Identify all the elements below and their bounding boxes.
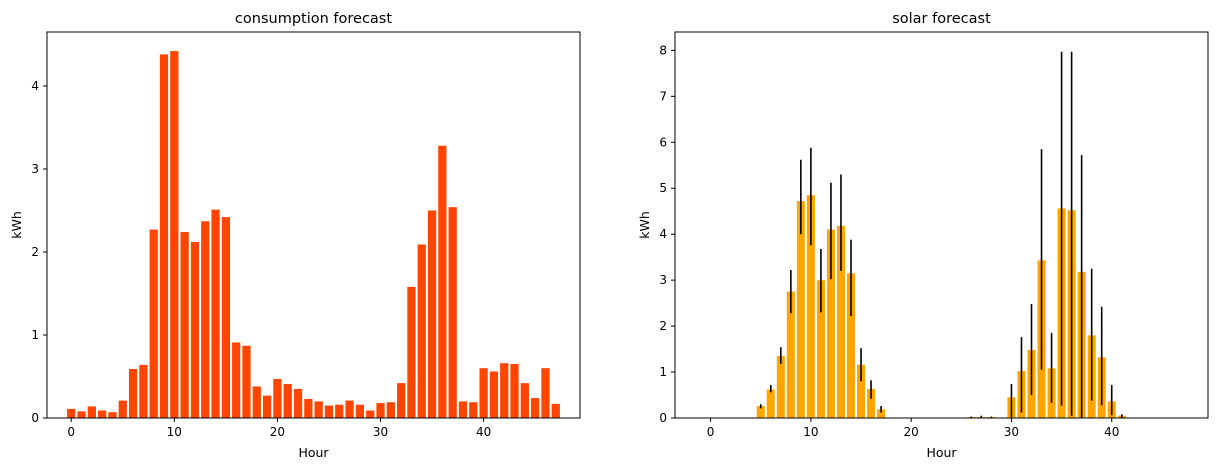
chart-1-bar <box>118 400 127 418</box>
chart-2-y-tick-label: 4 <box>659 227 667 241</box>
chart-1-bar <box>417 244 426 418</box>
chart-1-bar <box>159 54 169 418</box>
chart-1-bar <box>376 403 385 418</box>
chart-1-bar <box>98 410 107 418</box>
chart-2-bar <box>756 406 765 418</box>
chart-1-bar <box>314 401 323 418</box>
chart-2-y-tick-label: 0 <box>659 411 667 425</box>
chart-1-bar <box>510 364 519 418</box>
chart-2-bar <box>806 195 815 418</box>
chart-1-y-tick-label: 0 <box>31 411 39 425</box>
chart-1-title: consumption forecast <box>235 11 392 27</box>
chart-1-bar <box>469 402 478 418</box>
chart-1-bar <box>211 209 220 418</box>
chart-1-bar <box>489 371 499 418</box>
chart-1-bar <box>139 364 148 418</box>
chart-2-x-tick-label: 40 <box>1104 425 1119 439</box>
chart-2-y-tick-label: 5 <box>659 181 667 195</box>
chart-1-x-tick-label: 0 <box>67 425 75 439</box>
chart-2-title: solar forecast <box>892 11 991 27</box>
chart-2-bar <box>766 389 775 418</box>
chart-2-x-tick-label: 20 <box>904 425 919 439</box>
chart-1-axes-frame <box>46 31 581 419</box>
chart-2-y-tick-label: 1 <box>659 365 667 379</box>
chart-1-bar <box>262 395 272 418</box>
chart-2-bar <box>836 225 845 418</box>
chart-1-bar <box>366 410 375 418</box>
chart-1-bar <box>500 363 509 418</box>
chart-1-bar <box>128 369 138 418</box>
chart-1-y-tick-label: 3 <box>31 162 39 176</box>
chart-2-bar <box>786 291 795 418</box>
chart-1-bar <box>397 383 406 418</box>
chart-1-bar <box>304 398 313 418</box>
chart-2-x-axis-label: Hour <box>926 445 957 460</box>
chart-1-bar <box>520 383 529 418</box>
chart-1-bar <box>232 342 241 418</box>
chart-2-bar <box>846 273 855 418</box>
chart-1-bar <box>386 402 395 418</box>
chart-2-bar <box>826 229 835 418</box>
chart-1-bar <box>67 408 76 418</box>
chart-1-bar <box>324 405 334 418</box>
chart-1-bar <box>108 412 117 418</box>
chart-2-bar <box>877 409 886 418</box>
chart-1-bar <box>149 229 158 418</box>
chart-1-bar <box>242 345 251 418</box>
chart-1-x-tick-label: 10 <box>167 425 182 439</box>
chart-2-bar <box>796 201 805 418</box>
chart-1-bar <box>77 411 86 418</box>
chart-1-bar <box>541 368 550 418</box>
chart-2-bar <box>867 389 876 418</box>
chart-2-bar <box>776 355 785 418</box>
chart-1-bar <box>87 406 96 418</box>
chart-1-bar <box>293 388 303 418</box>
chart-2-bar <box>816 280 825 418</box>
chart-1-bar <box>438 145 447 418</box>
chart-2-y-axis-label: kWh <box>637 211 652 239</box>
chart-2-y-tick-label: 7 <box>659 89 667 103</box>
chart-1-bar <box>531 398 540 418</box>
chart-2-x-tick-label: 30 <box>1004 425 1019 439</box>
chart-1-bar <box>283 383 292 418</box>
chart-2-y-tick-label: 8 <box>659 43 667 57</box>
chart-1-bar <box>355 404 365 418</box>
chart-1-bar <box>201 221 210 418</box>
solar-chart: 0 10 20 30 40 0 1 2 3 4 5 6 7 8 solar forecast Hour kWh <box>637 11 1209 460</box>
chart-1-bar <box>180 232 189 418</box>
chart-1-bar <box>345 400 354 418</box>
chart-1-bar <box>170 51 179 419</box>
chart-2-axes-frame <box>674 31 1209 419</box>
chart-1-bar <box>427 210 437 418</box>
chart-1-bar <box>407 286 416 418</box>
chart-1-bar <box>479 368 488 418</box>
chart-1-bar <box>458 401 468 418</box>
chart-2-y-tick-label: 2 <box>659 319 667 333</box>
chart-1-bar <box>252 386 261 418</box>
chart-1-x-tick-label: 30 <box>373 425 388 439</box>
chart-1-y-tick-label: 2 <box>31 245 39 259</box>
chart-1-bar <box>273 378 282 418</box>
chart-2-y-tick-label: 6 <box>659 135 667 149</box>
chart-1-y-tick-label: 1 <box>31 328 39 342</box>
chart-2-x-tick-label: 10 <box>803 425 818 439</box>
chart-2-y-tick-label: 3 <box>659 273 667 287</box>
consumption-chart: 0 10 20 30 40 0 1 2 3 4 consumption forecast Hour kW… <box>9 11 581 460</box>
chart-1-bar <box>551 403 560 418</box>
chart-1-bar <box>448 207 457 418</box>
chart-1-x-tick-label: 40 <box>476 425 491 439</box>
chart-1-y-axis-label: kWh <box>9 211 24 239</box>
chart-2-x-tick-label: 0 <box>707 425 715 439</box>
chart-2-bar <box>857 364 866 418</box>
chart-1-y-tick-label: 4 <box>31 79 39 93</box>
chart-1-x-tick-label: 20 <box>270 425 285 439</box>
chart-1-bar <box>335 404 344 418</box>
chart-1-x-axis-label: Hour <box>298 445 329 460</box>
chart-1-bar <box>221 217 230 418</box>
chart-1-bar <box>190 242 200 418</box>
